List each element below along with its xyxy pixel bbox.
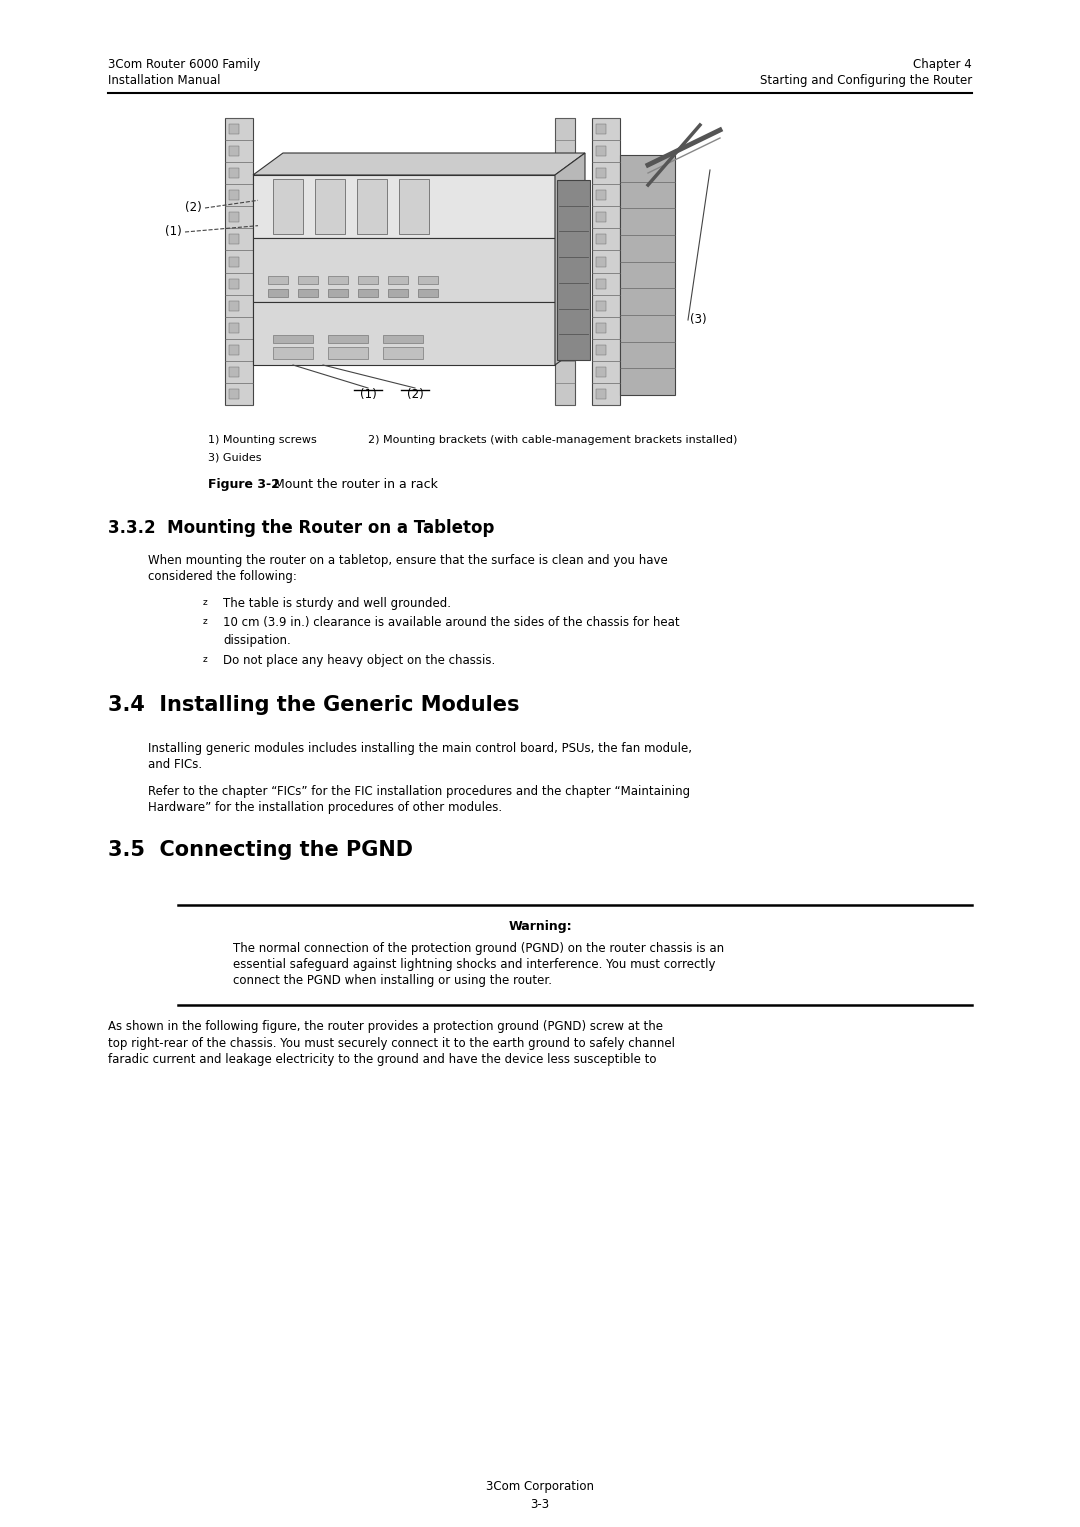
Bar xyxy=(273,179,303,234)
Text: considered the following:: considered the following: xyxy=(148,570,297,583)
Bar xyxy=(229,278,239,289)
Text: top right-rear of the chassis. You must securely connect it to the earth ground : top right-rear of the chassis. You must … xyxy=(108,1037,675,1051)
Text: (2): (2) xyxy=(407,388,423,402)
Bar xyxy=(418,276,438,284)
Bar xyxy=(273,347,313,359)
Text: (1): (1) xyxy=(165,226,181,238)
Bar xyxy=(315,179,345,234)
Text: (1): (1) xyxy=(360,388,376,402)
Bar xyxy=(229,389,239,399)
Bar xyxy=(357,289,378,296)
Bar xyxy=(229,301,239,310)
Text: essential safeguard against lightning shocks and interference. You must correctl: essential safeguard against lightning sh… xyxy=(233,957,715,971)
Text: Hardware” for the installation procedures of other modules.: Hardware” for the installation procedure… xyxy=(148,802,502,814)
Bar xyxy=(357,179,387,234)
Text: The normal connection of the protection ground (PGND) on the router chassis is a: The normal connection of the protection … xyxy=(233,942,724,954)
Text: (3): (3) xyxy=(690,313,706,327)
Bar xyxy=(298,276,318,284)
Bar xyxy=(592,118,620,405)
Text: Chapter 4: Chapter 4 xyxy=(914,58,972,70)
Bar xyxy=(596,212,606,223)
Bar xyxy=(418,289,438,296)
Bar xyxy=(229,345,239,354)
Text: 3-3: 3-3 xyxy=(530,1498,550,1512)
Text: 3Com Corporation: 3Com Corporation xyxy=(486,1480,594,1493)
Bar xyxy=(229,212,239,223)
Text: 10 cm (3.9 in.) clearance is available around the sides of the chassis for heat: 10 cm (3.9 in.) clearance is available a… xyxy=(222,615,679,629)
Polygon shape xyxy=(555,153,585,365)
Bar xyxy=(596,278,606,289)
Bar xyxy=(328,347,368,359)
Text: z: z xyxy=(203,599,207,608)
Text: 2) Mounting brackets (with cable-management brackets installed): 2) Mounting brackets (with cable-managem… xyxy=(368,435,738,444)
Bar xyxy=(328,334,368,344)
Text: Starting and Configuring the Router: Starting and Configuring the Router xyxy=(759,73,972,87)
Bar xyxy=(229,147,239,156)
Bar xyxy=(225,118,253,405)
Text: faradic current and leakage electricity to the ground and have the device less s: faradic current and leakage electricity … xyxy=(108,1054,657,1066)
Bar xyxy=(253,238,555,302)
Bar xyxy=(596,257,606,267)
Text: 3.3.2  Mounting the Router on a Tabletop: 3.3.2 Mounting the Router on a Tabletop xyxy=(108,519,495,538)
Bar xyxy=(596,124,606,134)
Bar xyxy=(383,334,423,344)
Text: Figure 3-2: Figure 3-2 xyxy=(208,478,280,492)
Bar xyxy=(596,366,606,377)
Bar xyxy=(229,257,239,267)
Text: Mount the router in a rack: Mount the router in a rack xyxy=(270,478,437,492)
Bar xyxy=(388,289,408,296)
Text: and FICs.: and FICs. xyxy=(148,757,202,771)
Polygon shape xyxy=(253,153,585,176)
Bar xyxy=(268,276,288,284)
Bar xyxy=(596,301,606,310)
Bar xyxy=(253,176,555,238)
Bar xyxy=(273,334,313,344)
Text: connect the PGND when installing or using the router.: connect the PGND when installing or usin… xyxy=(233,974,552,986)
Bar xyxy=(388,276,408,284)
Text: As shown in the following figure, the router provides a protection ground (PGND): As shown in the following figure, the ro… xyxy=(108,1020,663,1032)
Bar xyxy=(596,389,606,399)
Bar xyxy=(229,168,239,179)
Text: Installing generic modules includes installing the main control board, PSUs, the: Installing generic modules includes inst… xyxy=(148,742,692,754)
Bar xyxy=(596,147,606,156)
Text: 3) Guides: 3) Guides xyxy=(208,454,261,463)
Text: 3.4  Installing the Generic Modules: 3.4 Installing the Generic Modules xyxy=(108,695,519,715)
Bar xyxy=(596,322,606,333)
Text: When mounting the router on a tabletop, ensure that the surface is clean and you: When mounting the router on a tabletop, … xyxy=(148,554,667,567)
Text: 3Com Router 6000 Family: 3Com Router 6000 Family xyxy=(108,58,260,70)
Bar xyxy=(229,235,239,244)
Bar xyxy=(596,345,606,354)
Bar xyxy=(328,289,348,296)
Bar xyxy=(596,168,606,179)
Bar xyxy=(557,180,590,360)
Text: 3.5  Connecting the PGND: 3.5 Connecting the PGND xyxy=(108,840,413,860)
Bar xyxy=(596,235,606,244)
Text: (2): (2) xyxy=(185,202,202,214)
Bar xyxy=(328,276,348,284)
Bar xyxy=(383,347,423,359)
Text: Installation Manual: Installation Manual xyxy=(108,73,220,87)
Bar xyxy=(253,302,555,365)
Text: The table is sturdy and well grounded.: The table is sturdy and well grounded. xyxy=(222,597,451,609)
Bar xyxy=(229,322,239,333)
Text: Warning:: Warning: xyxy=(509,919,571,933)
Text: z: z xyxy=(203,617,207,626)
Bar xyxy=(399,179,429,234)
Bar xyxy=(298,289,318,296)
Text: Refer to the chapter “FICs” for the FIC installation procedures and the chapter : Refer to the chapter “FICs” for the FIC … xyxy=(148,785,690,799)
Bar xyxy=(229,191,239,200)
Bar xyxy=(229,366,239,377)
Bar xyxy=(357,276,378,284)
Bar xyxy=(555,118,575,405)
Bar xyxy=(268,289,288,296)
Text: dissipation.: dissipation. xyxy=(222,634,291,647)
Text: z: z xyxy=(203,655,207,664)
Bar xyxy=(229,124,239,134)
Bar xyxy=(596,191,606,200)
Text: Do not place any heavy object on the chassis.: Do not place any heavy object on the cha… xyxy=(222,654,496,667)
Text: 1) Mounting screws: 1) Mounting screws xyxy=(208,435,316,444)
Bar xyxy=(620,156,675,395)
